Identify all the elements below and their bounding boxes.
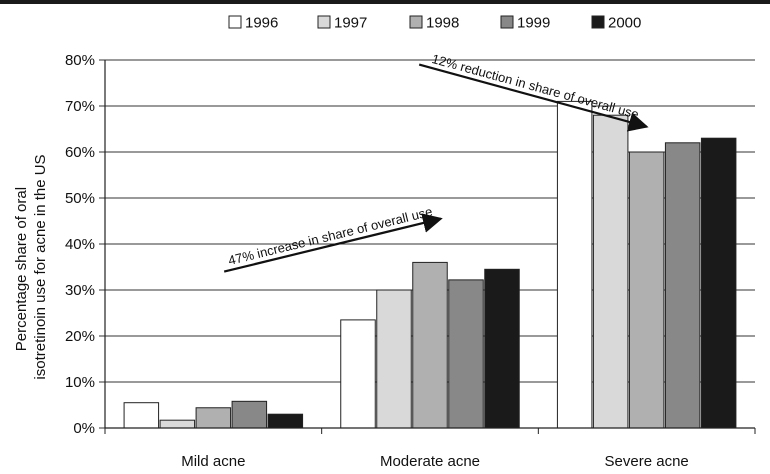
y-tick-label: 70% (65, 98, 95, 115)
legend-label: 2000 (608, 15, 641, 32)
category-label: Severe acne (605, 453, 689, 470)
annotation-text: 47% increase in share of overall use (227, 204, 434, 268)
legend-swatch (228, 15, 242, 29)
category-label: Moderate acne (380, 453, 480, 470)
legend-swatch (317, 15, 331, 29)
top-black-band (0, 0, 770, 4)
legend-label: 1996 (245, 15, 278, 32)
bar-1997-1 (376, 289, 412, 429)
bar-2000-0 (267, 413, 304, 429)
axes (104, 60, 756, 434)
bar-2000-1 (484, 268, 520, 429)
annotation-arrow (418, 63, 649, 132)
annotation-arrow (223, 213, 443, 273)
legend-label: 1998 (426, 15, 459, 32)
bar-1998-2 (628, 151, 665, 429)
legend-swatch (500, 15, 514, 29)
legend-swatch (409, 15, 423, 29)
y-tick-label: 60% (65, 144, 95, 161)
y-axis-ticks: 0% 10% 20% 30% 40% 50% 60% 70% 80% (65, 52, 105, 437)
bar-1999-0 (231, 400, 268, 429)
bar-1998-1 (412, 261, 448, 429)
annotation-text: 12% reduction in share of overall use (430, 51, 640, 122)
y-axis-label-line-2: isotretinoin use for acne in the US (32, 154, 49, 379)
y-tick-label: 50% (65, 190, 95, 207)
bar-1999-1 (448, 279, 484, 429)
bar-1997-0 (159, 419, 196, 429)
legend-label: 1999 (517, 15, 550, 32)
legend: 1996 1997 1998 1999 2000 (228, 15, 641, 32)
bar-1997-2 (592, 114, 629, 429)
bar-2000-2 (700, 137, 737, 429)
bars (123, 100, 737, 429)
category-label: Mild acne (181, 453, 245, 470)
y-tick-label: 20% (65, 328, 95, 345)
y-axis-label-line-1: Percentage share of oral (13, 187, 30, 351)
bar-1996-0 (123, 402, 160, 429)
y-tick-label: 30% (65, 282, 95, 299)
y-tick-label: 40% (65, 236, 95, 253)
bar-1996-1 (340, 319, 376, 429)
legend-swatch (591, 15, 605, 29)
y-tick-label: 10% (65, 374, 95, 391)
bar-1999-2 (664, 142, 701, 429)
y-axis-label: Percentage share of oral isotretinoin us… (13, 154, 49, 379)
y-tick-label: 0% (73, 420, 95, 437)
bar-1996-2 (556, 100, 593, 429)
legend-label: 1997 (334, 15, 367, 32)
bar-1998-0 (195, 407, 232, 429)
category-labels: Mild acne Moderate acne Severe acne (181, 453, 689, 470)
y-tick-label: 80% (65, 52, 95, 69)
